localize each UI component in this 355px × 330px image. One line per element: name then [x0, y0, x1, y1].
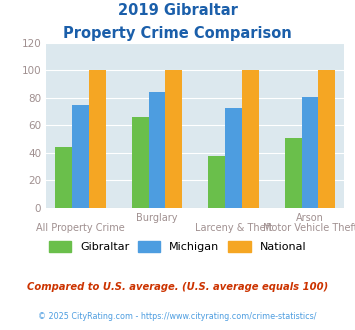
Bar — [208, 156, 225, 208]
Text: Compared to U.S. average. (U.S. average equals 100): Compared to U.S. average. (U.S. average … — [27, 282, 328, 292]
Text: Larceny & Theft: Larceny & Theft — [195, 223, 272, 233]
Bar — [89, 70, 106, 208]
Bar — [242, 70, 259, 208]
Bar — [149, 92, 165, 208]
Bar — [132, 117, 149, 208]
Text: Property Crime Comparison: Property Crime Comparison — [63, 26, 292, 41]
Text: Burglary: Burglary — [136, 213, 178, 223]
Text: © 2025 CityRating.com - https://www.cityrating.com/crime-statistics/: © 2025 CityRating.com - https://www.city… — [38, 312, 317, 321]
Bar — [165, 70, 182, 208]
Bar — [301, 96, 318, 208]
Bar — [55, 148, 72, 208]
Bar — [72, 105, 89, 208]
Bar — [225, 108, 242, 208]
Bar — [318, 70, 335, 208]
Legend: Gibraltar, Michigan, National: Gibraltar, Michigan, National — [44, 237, 311, 257]
Text: All Property Crime: All Property Crime — [36, 223, 125, 233]
Text: Arson: Arson — [296, 213, 324, 223]
Text: Motor Vehicle Theft: Motor Vehicle Theft — [263, 223, 355, 233]
Bar — [285, 138, 301, 208]
Text: 2019 Gibraltar: 2019 Gibraltar — [118, 3, 237, 18]
